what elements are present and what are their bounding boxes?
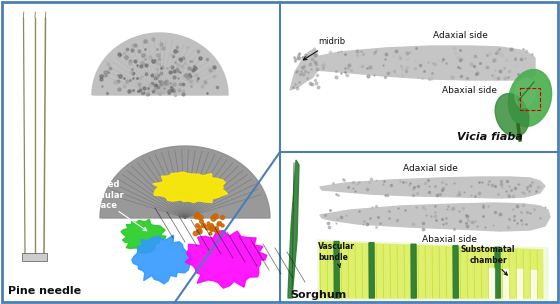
Polygon shape: [362, 244, 368, 298]
Polygon shape: [502, 248, 508, 298]
Polygon shape: [288, 160, 299, 298]
Polygon shape: [453, 247, 459, 298]
Polygon shape: [467, 247, 473, 298]
Ellipse shape: [495, 94, 529, 136]
Polygon shape: [488, 248, 494, 298]
Polygon shape: [418, 246, 424, 298]
Polygon shape: [318, 240, 548, 300]
Polygon shape: [446, 247, 452, 298]
Polygon shape: [334, 243, 340, 298]
Polygon shape: [153, 172, 227, 202]
Bar: [520, 88, 540, 110]
Polygon shape: [439, 246, 445, 298]
Text: midrib: midrib: [304, 37, 345, 60]
Text: Adaxial side: Adaxial side: [403, 164, 458, 173]
Polygon shape: [523, 249, 529, 298]
Polygon shape: [404, 245, 410, 298]
Polygon shape: [474, 247, 480, 298]
Polygon shape: [489, 268, 493, 298]
Polygon shape: [121, 219, 166, 253]
Polygon shape: [509, 249, 515, 298]
Ellipse shape: [508, 70, 552, 126]
Polygon shape: [425, 246, 431, 298]
Polygon shape: [310, 46, 535, 80]
Polygon shape: [341, 243, 347, 298]
Polygon shape: [503, 268, 507, 298]
Polygon shape: [411, 244, 416, 298]
Polygon shape: [369, 244, 375, 298]
Polygon shape: [531, 270, 535, 298]
Polygon shape: [132, 235, 193, 284]
Polygon shape: [355, 243, 361, 298]
Polygon shape: [397, 245, 403, 298]
Polygon shape: [327, 242, 333, 298]
Polygon shape: [537, 250, 543, 298]
Ellipse shape: [515, 78, 535, 108]
Text: Vicia fiaba: Vicia fiaba: [457, 132, 523, 142]
Polygon shape: [348, 243, 354, 298]
Polygon shape: [460, 247, 466, 298]
Polygon shape: [185, 230, 267, 288]
Bar: [22, 253, 47, 261]
Polygon shape: [92, 33, 228, 95]
Polygon shape: [495, 248, 501, 298]
Polygon shape: [432, 246, 438, 298]
Text: Sorghum: Sorghum: [290, 290, 346, 300]
Text: Abaxial side: Abaxial side: [442, 86, 497, 95]
Text: Pine needle: Pine needle: [8, 286, 81, 296]
Polygon shape: [369, 243, 374, 298]
Polygon shape: [320, 177, 545, 198]
Polygon shape: [320, 203, 550, 231]
Polygon shape: [411, 245, 417, 298]
Polygon shape: [495, 247, 500, 298]
Text: Connected
Intercellular
air space: Connected Intercellular air space: [66, 180, 147, 231]
Polygon shape: [516, 249, 522, 298]
Text: Vascular
bundle: Vascular bundle: [318, 242, 355, 267]
Polygon shape: [320, 242, 326, 298]
Polygon shape: [481, 248, 487, 298]
Text: Abaxial side: Abaxial side: [422, 235, 478, 244]
Text: Adaxial side: Adaxial side: [432, 31, 487, 40]
Polygon shape: [334, 241, 339, 298]
Text: Substomatal
chamber: Substomatal chamber: [461, 245, 515, 275]
Polygon shape: [517, 269, 521, 298]
Polygon shape: [530, 250, 536, 298]
Polygon shape: [290, 48, 320, 90]
Polygon shape: [390, 244, 396, 298]
Polygon shape: [383, 244, 389, 298]
Polygon shape: [100, 146, 270, 218]
Polygon shape: [453, 246, 458, 298]
Polygon shape: [376, 244, 382, 298]
